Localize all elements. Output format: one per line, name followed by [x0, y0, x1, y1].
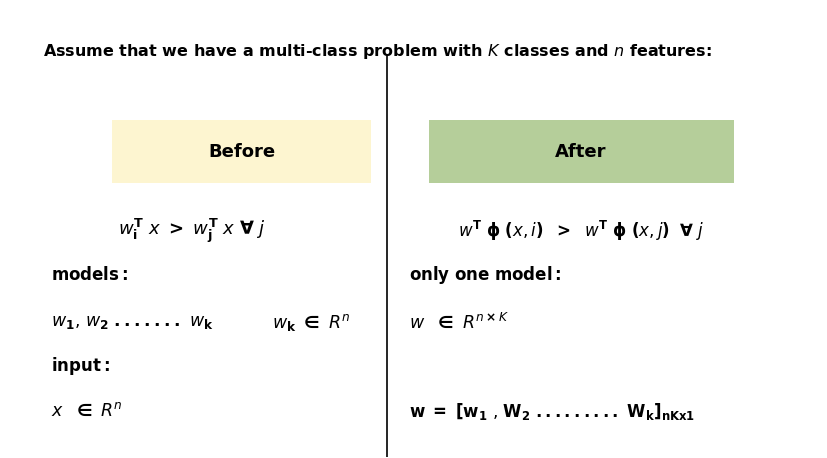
Text: $\mathbf{\mathit{w}}$  $\mathbf{\in}$ $\mathbf{\mathit{R}^{\mathit{n} \times \ma: $\mathbf{\mathit{w}}$ $\mathbf{\in}$ $\m…: [409, 313, 509, 332]
Text: $\mathbf{\mathit{w}_1}$, $\mathbf{\mathit{w}_2}$ $\mathbf{.......}$ $\mathbf{\ma: $\mathbf{\mathit{w}_1}$, $\mathbf{\mathi…: [51, 313, 213, 331]
FancyBboxPatch shape: [112, 120, 371, 184]
FancyBboxPatch shape: [428, 120, 733, 184]
Text: $\mathbf{only\ one\ model:}$: $\mathbf{only\ one\ model:}$: [409, 263, 562, 285]
Text: Before: Before: [208, 142, 275, 161]
Text: $\mathbf{\mathit{w}_i^T}$ $\mathbf{\mathit{x}}$ $\mathbf{>}$ $\mathbf{\mathit{w}: $\mathbf{\mathit{w}_i^T}$ $\mathbf{\math…: [118, 217, 265, 245]
Text: $\mathbf{\mathit{w}_k}$ $\mathbf{\in}$ $\mathbf{\mathit{R}^{\mathit{n}}}$: $\mathbf{\mathit{w}_k}$ $\mathbf{\in}$ $…: [272, 312, 350, 333]
Text: After: After: [555, 142, 606, 161]
Text: $\mathbf{input:}$: $\mathbf{input:}$: [51, 354, 110, 376]
Text: $\mathbf{models:}$: $\mathbf{models:}$: [51, 266, 128, 284]
Text: $\mathbf{\mathit{w}^T}$ $\mathbf{\phi}$ $\mathbf{(\mathit{x, i})}$  $\mathbf{>}$: $\mathbf{\mathit{w}^T}$ $\mathbf{\phi}$ …: [457, 219, 704, 243]
Text: Assume that we have a multi-class problem with $\mathit{K}$ classes and $\mathit: Assume that we have a multi-class proble…: [43, 42, 711, 61]
Text: $\mathbf{\mathit{x}}$  $\mathbf{\in}$ $\mathbf{\mathit{R}^{\mathit{n}}}$: $\mathbf{\mathit{x}}$ $\mathbf{\in}$ $\m…: [51, 402, 122, 420]
Text: $\mathbf{w}$ $\mathbf{=}$ $\mathbf{[w_1}$ , $\mathbf{W_2}$ $\mathbf{.........}$ : $\mathbf{w}$ $\mathbf{=}$ $\mathbf{[w_1}…: [409, 401, 695, 421]
